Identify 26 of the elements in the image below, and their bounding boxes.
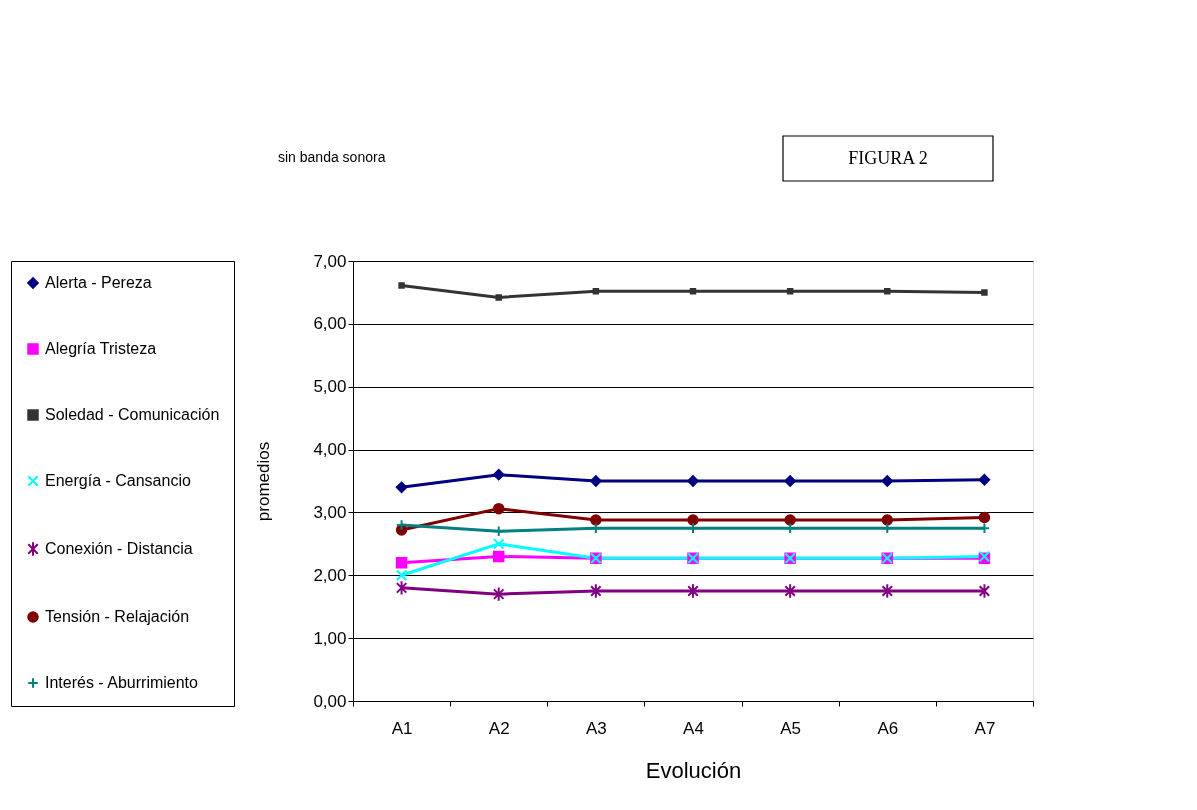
- x-tick-label: A3: [585, 718, 607, 738]
- x-tick-label: A1: [391, 718, 413, 738]
- x-tick-label: A2: [488, 718, 510, 738]
- x-tick-label: A6: [877, 718, 899, 738]
- x-tick-label: A7: [974, 718, 996, 738]
- y-tick-label: 6,00: [313, 314, 347, 334]
- y-axis-title: promedios: [254, 441, 274, 522]
- chart-subtitle: sin banda sonora: [278, 149, 386, 165]
- legend-label: Conexión - Distancia: [45, 540, 193, 557]
- y-tick-label: 3,00: [313, 502, 347, 522]
- legend-label: Energía - Cansancio: [45, 472, 191, 489]
- legend-label: Alerta - Pereza: [45, 274, 152, 291]
- legend-label: Interés - Aburrimiento: [45, 674, 199, 691]
- legend-label: Tensión - Relajación: [45, 608, 190, 625]
- x-tick-label: A4: [683, 718, 704, 738]
- legend-label: Soledad - Comunicación: [45, 406, 220, 423]
- y-tick-label: 1,00: [313, 628, 347, 648]
- y-tick-label: 5,00: [313, 377, 347, 397]
- y-tick-label: 4,00: [313, 440, 347, 460]
- x-axis-title: Evolución: [645, 757, 742, 783]
- chart-title: FIGURA 2: [848, 148, 928, 168]
- y-tick-label: 0,00: [313, 691, 347, 711]
- x-tick-label: A5: [780, 718, 802, 738]
- y-tick-label: 2,00: [313, 565, 347, 585]
- legend-label: Alegría Tristeza: [45, 340, 157, 357]
- y-tick-label: 7,00: [313, 251, 347, 271]
